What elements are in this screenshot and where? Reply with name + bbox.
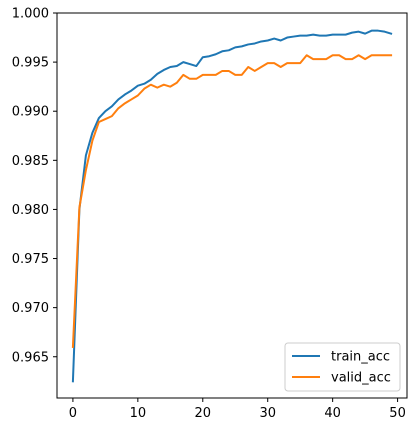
x-tick-label: 30 <box>259 406 276 421</box>
series-line-valid-acc <box>71 54 393 348</box>
legend-label-valid-acc: valid_acc <box>331 371 391 386</box>
plot-frame <box>56 12 408 399</box>
series-layer <box>71 29 393 383</box>
x-tick-label: 40 <box>324 406 341 421</box>
x-tick-label: 10 <box>130 406 147 421</box>
y-tick-label: 0.965 <box>12 350 49 365</box>
x-tick-label: 50 <box>389 406 406 421</box>
axes-layer: 0 10 20 30 40 50 0.965 0.970 0.975 0.980 0.985 0.99… <box>12 7 408 421</box>
series-line-train-acc <box>71 29 393 383</box>
plot-area <box>57 13 407 398</box>
legend: train_acc valid_acc <box>284 342 401 392</box>
y-tick-label: 0.970 <box>12 301 49 316</box>
y-tick-label: 0.985 <box>12 154 49 169</box>
y-tick-label: 1.000 <box>12 7 49 22</box>
x-tick-label: 20 <box>195 406 212 421</box>
y-tick-label: 0.990 <box>12 105 49 120</box>
legend-label-train-acc: train_acc <box>331 350 390 365</box>
y-tick-label: 0.975 <box>12 252 49 267</box>
y-tick-label: 0.995 <box>12 56 49 71</box>
y-tick-label: 0.980 <box>12 203 49 218</box>
x-tick-label: 0 <box>69 406 77 421</box>
